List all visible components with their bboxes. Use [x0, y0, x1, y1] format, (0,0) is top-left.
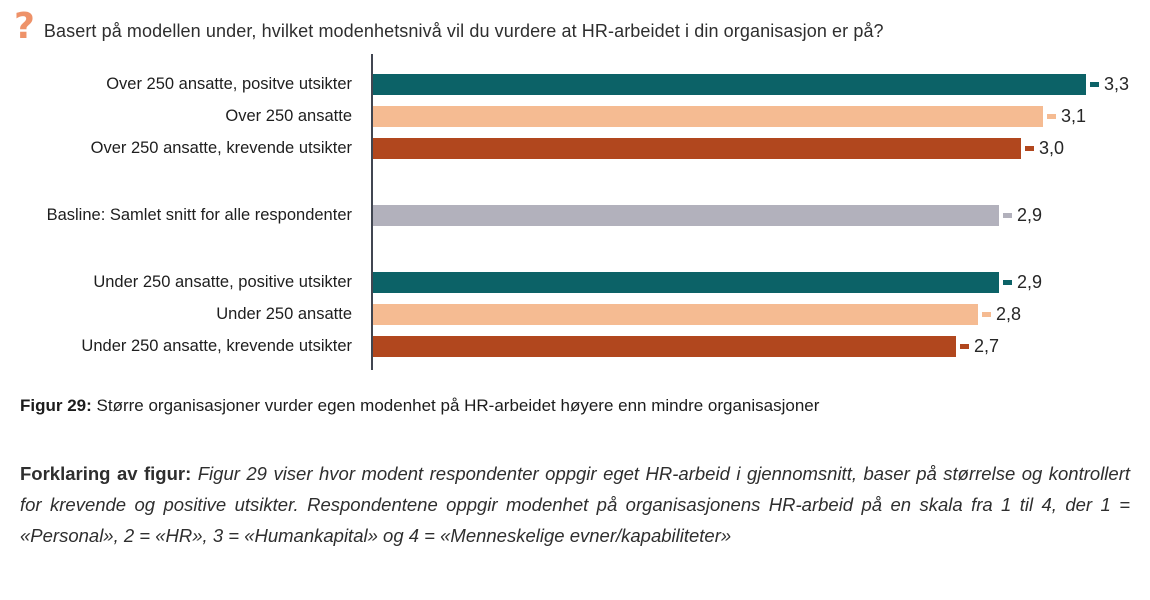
- bar-value-label: 2,9: [1017, 271, 1043, 292]
- chart-row: Under 250 ansatte, positive utsikter 2,9: [0, 266, 1150, 298]
- chart-rows: Over 250 ansatte, positve utsikter 3,3 Ove…: [0, 54, 1150, 370]
- question-mark-icon: ?: [14, 6, 35, 47]
- bar-area: 2,7: [373, 335, 1000, 357]
- bar-area: 3,3: [373, 73, 1130, 95]
- bar-end-tick: [960, 343, 969, 349]
- figure-caption-text: Større organisasjoner vurder egen modenh…: [96, 396, 820, 415]
- figure-explanation-text: Figur 29 viser hvor modent respondenter …: [20, 463, 1130, 546]
- bar: [373, 271, 999, 293]
- chart-axis-line: [371, 54, 373, 370]
- horizontal-bar-chart: Over 250 ansatte, positve utsikter 3,3 Ove…: [0, 54, 1150, 370]
- bar-area: 3,1: [373, 105, 1087, 127]
- bar-category-label: Over 250 ansatte, krevende utsikter: [90, 138, 352, 157]
- question-title: Basert på modellen under, hvilket modenh…: [43, 21, 884, 41]
- chart-row: Over 250 ansatte, krevende utsikter 3,0: [0, 132, 1150, 164]
- chart-row: Under 250 ansatte, krevende utsikter 2,7: [0, 330, 1150, 362]
- bar-category-label: Under 250 ansatte: [216, 304, 352, 323]
- bar-area: 2,9: [373, 204, 1043, 226]
- bar: [373, 137, 1021, 159]
- chart-row: Basline: Samlet snitt for alle responden…: [0, 199, 1150, 231]
- bar: [373, 204, 999, 226]
- bar: [373, 73, 1086, 95]
- chart-row: Over 250 ansatte, positve utsikter 3,3: [0, 68, 1150, 100]
- chart-row: Over 250 ansatte 3,1: [0, 100, 1150, 132]
- bar-value-label: 3,1: [1061, 105, 1087, 126]
- bar-category-label: Under 250 ansatte, krevende utsikter: [81, 336, 352, 355]
- bar-end-tick: [1025, 145, 1034, 151]
- bar-end-tick: [1003, 212, 1012, 218]
- bar: [373, 105, 1043, 127]
- bar: [373, 303, 978, 325]
- bar-area: 2,9: [373, 271, 1043, 293]
- bar: [373, 335, 956, 357]
- bar-category-label: Over 250 ansatte: [225, 106, 352, 125]
- chart-row: Under 250 ansatte 2,8: [0, 298, 1150, 330]
- bar-end-tick: [1047, 113, 1056, 119]
- bar-value-label: 2,8: [996, 303, 1022, 324]
- bar-category-label: Basline: Samlet snitt for alle responden…: [46, 205, 352, 224]
- bar-value-label: 3,0: [1039, 137, 1065, 158]
- bar-value-label: 2,9: [1017, 204, 1043, 225]
- figure-caption: Figur 29: Større organisasjoner vurder e…: [20, 396, 1130, 416]
- bar-end-tick: [1003, 279, 1012, 285]
- bar-category-label: Under 250 ansatte, positive utsikter: [93, 272, 352, 291]
- bar-area: 2,8: [373, 303, 1022, 325]
- bar-value-label: 3,3: [1104, 73, 1130, 94]
- question-header: ? Basert på modellen under, hvilket mode…: [0, 0, 1150, 46]
- bar-end-tick: [982, 311, 991, 317]
- bar-end-tick: [1090, 81, 1099, 87]
- bar-category-label: Over 250 ansatte, positve utsikter: [106, 74, 352, 93]
- figure-explanation-label: Forklaring av figur:: [20, 463, 192, 484]
- figure-caption-label: Figur 29:: [20, 396, 92, 415]
- bar-area: 3,0: [373, 137, 1065, 159]
- bar-value-label: 2,7: [974, 335, 1000, 356]
- figure-explanation: Forklaring av figur: Figur 29 viser hvor…: [20, 458, 1130, 551]
